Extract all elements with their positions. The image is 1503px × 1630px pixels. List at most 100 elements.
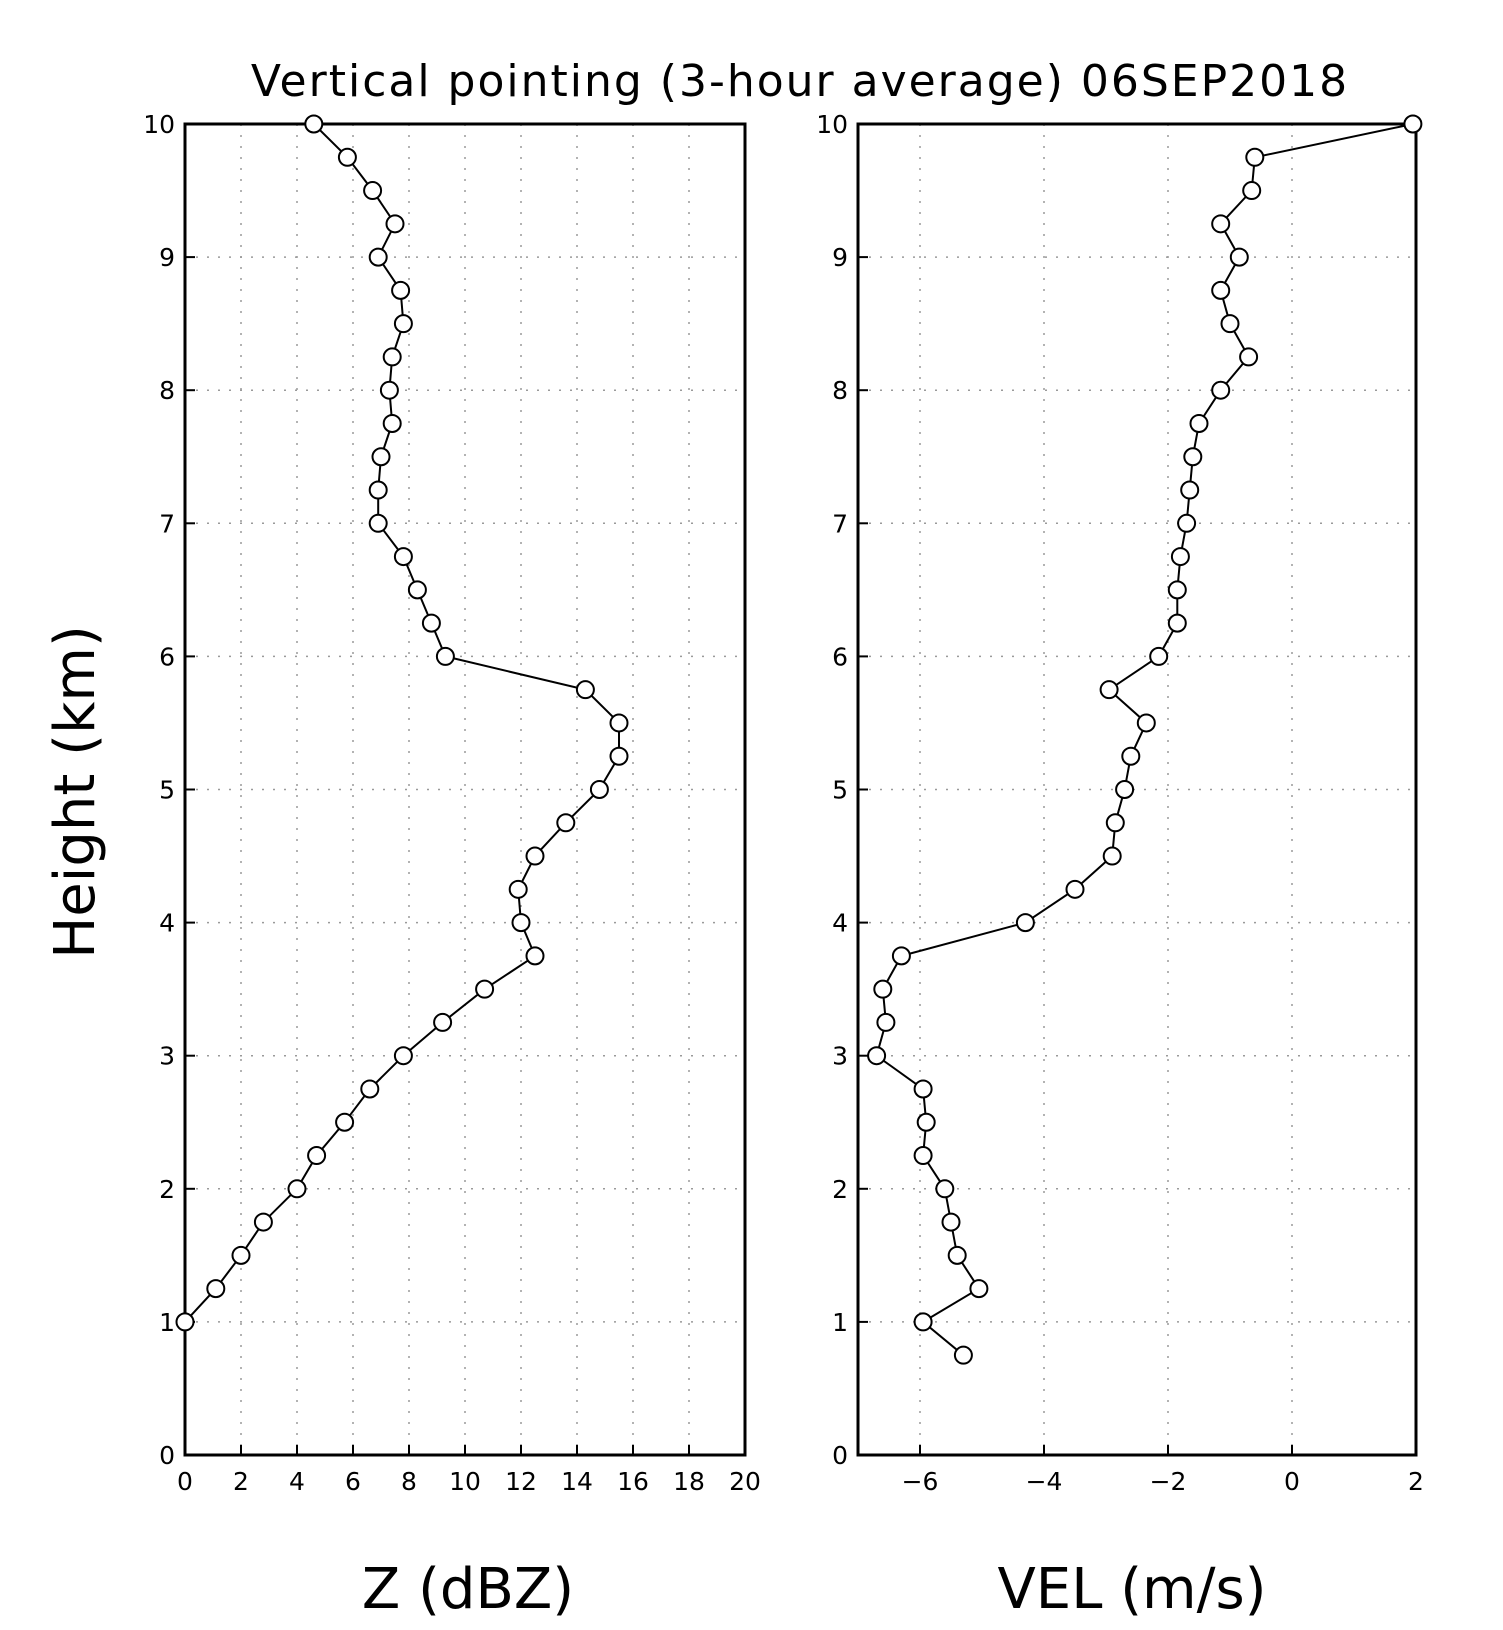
data-point xyxy=(1149,646,1169,666)
data-point xyxy=(1105,813,1125,833)
x-tick-label: 8 xyxy=(401,1467,417,1496)
data-point xyxy=(307,1146,327,1166)
data-point xyxy=(304,114,324,134)
data-point xyxy=(421,613,441,633)
data-point xyxy=(1121,746,1141,766)
y-tick-label: 1 xyxy=(832,1308,848,1337)
data-point xyxy=(1115,780,1135,799)
data-point xyxy=(435,646,455,666)
y-tick-label: 9 xyxy=(832,243,848,272)
figure-title: Vertical pointing (3-hour average) 06SEP… xyxy=(251,56,1349,107)
y-tick-label: 3 xyxy=(832,1042,848,1071)
data-point xyxy=(1239,347,1259,367)
data-point xyxy=(1099,680,1119,700)
data-point xyxy=(231,1245,251,1265)
data-point xyxy=(475,979,495,999)
data-point xyxy=(913,1146,933,1166)
data-point xyxy=(407,580,427,600)
y-tick-label: 8 xyxy=(159,376,175,405)
x-tick-label: 4 xyxy=(289,1467,305,1496)
y-tick-label: 4 xyxy=(832,909,848,938)
data-point xyxy=(1211,380,1231,400)
data-point xyxy=(1189,413,1209,433)
data-point xyxy=(589,780,609,799)
data-point xyxy=(1242,181,1262,201)
y-tick-label: 1 xyxy=(159,1308,175,1337)
data-point xyxy=(609,713,629,733)
data-point xyxy=(385,214,405,234)
data-point xyxy=(935,1179,955,1199)
data-point xyxy=(913,1079,933,1099)
data-point xyxy=(368,513,388,533)
data-point xyxy=(391,280,411,300)
data-point xyxy=(916,1112,936,1132)
data-point xyxy=(337,147,357,167)
x-tick-label: 18 xyxy=(673,1467,705,1496)
data-point xyxy=(382,347,402,367)
data-point xyxy=(891,946,911,966)
x-tick-label: 0 xyxy=(1284,1467,1300,1496)
data-point xyxy=(876,1012,896,1032)
data-point xyxy=(379,380,399,400)
data-point xyxy=(575,680,595,700)
data-point xyxy=(867,1046,887,1066)
y-tick-label: 2 xyxy=(159,1175,175,1204)
data-point xyxy=(393,1046,413,1066)
data-point xyxy=(335,1112,355,1132)
x-tick-label: 16 xyxy=(617,1467,649,1496)
data-point xyxy=(1211,280,1231,300)
y-tick-label: 4 xyxy=(159,909,175,938)
x-tick-label: 12 xyxy=(505,1467,537,1496)
data-point xyxy=(433,1012,453,1032)
x-tick-label: 10 xyxy=(449,1467,481,1496)
data-point xyxy=(1015,913,1035,933)
y-tick-label: 0 xyxy=(832,1441,848,1470)
data-point xyxy=(1065,879,1085,899)
y-tick-label: 2 xyxy=(832,1175,848,1204)
data-point xyxy=(1170,547,1190,567)
y-tick-label: 8 xyxy=(832,376,848,405)
data-point xyxy=(371,447,391,467)
data-point xyxy=(206,1279,226,1299)
data-point xyxy=(913,1312,933,1332)
x-tick-label: 0 xyxy=(177,1467,193,1496)
data-point xyxy=(953,1345,973,1365)
y-tick-label: 7 xyxy=(159,509,175,538)
y-axis-label: Height (km) xyxy=(43,625,108,959)
data-point xyxy=(556,813,576,833)
velocity-panel: −6 −4 −2 0 2 0 1 2 3 4 5 6 7 8 9 10 xyxy=(816,110,1424,1496)
x-tick-label: 6 xyxy=(345,1467,361,1496)
x-tick-label: −2 xyxy=(1150,1467,1187,1496)
data-point xyxy=(1403,114,1423,134)
data-point xyxy=(1167,613,1187,633)
y-tick-label: 5 xyxy=(159,776,175,805)
data-point xyxy=(1102,846,1122,866)
data-point xyxy=(1229,247,1249,267)
data-point xyxy=(368,247,388,267)
y-tick-label: 6 xyxy=(159,642,175,671)
data-point xyxy=(382,413,402,433)
data-point xyxy=(1177,513,1197,533)
data-point xyxy=(1245,147,1265,167)
data-point xyxy=(1183,447,1203,467)
data-point xyxy=(368,480,388,500)
data-point xyxy=(525,946,545,966)
x-tick-label: 2 xyxy=(1408,1467,1424,1496)
data-point xyxy=(393,314,413,334)
data-point xyxy=(511,913,531,933)
y-tick-label: 5 xyxy=(832,776,848,805)
data-point xyxy=(1167,580,1187,600)
data-point xyxy=(175,1312,195,1332)
data-point xyxy=(947,1245,967,1265)
x-axis-label-vel: VEL (m/s) xyxy=(998,1557,1267,1622)
data-point xyxy=(941,1212,961,1232)
y-tick-label: 9 xyxy=(159,243,175,272)
data-point xyxy=(1211,214,1231,234)
x-tick-label: −6 xyxy=(902,1467,939,1496)
data-point xyxy=(253,1212,273,1232)
data-point xyxy=(360,1079,380,1099)
x-axis-label-z: Z (dBZ) xyxy=(362,1557,574,1622)
